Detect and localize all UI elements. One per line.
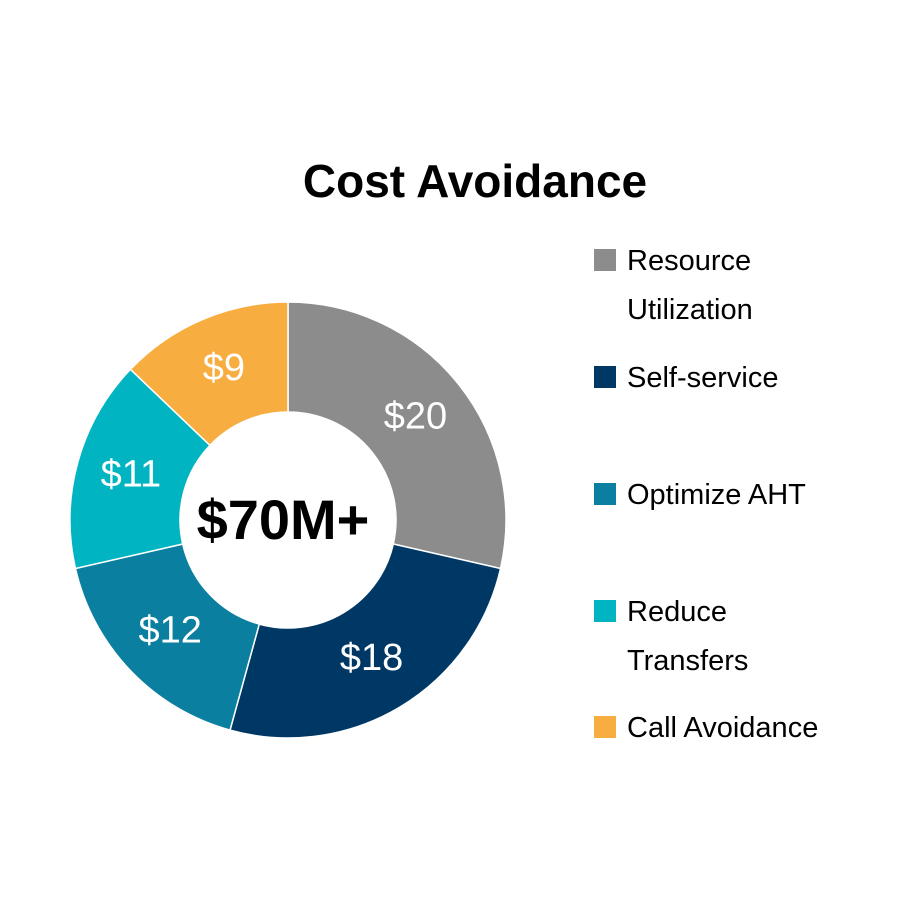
legend-swatch xyxy=(594,366,616,388)
legend-item: Resource Utilization xyxy=(594,237,827,335)
value-label: $9 xyxy=(203,347,245,389)
legend-item: Reduce Transfers xyxy=(594,588,797,686)
legend-item: Call Avoidance xyxy=(594,704,900,753)
donut-slice xyxy=(74,543,261,732)
legend-item: Optimize AHT xyxy=(594,471,900,520)
legend-swatch xyxy=(594,249,616,271)
legend-label: Resource Utilization xyxy=(627,245,753,326)
value-label: $20 xyxy=(384,395,447,437)
chart-title: Cost Avoidance xyxy=(303,155,647,207)
legend-swatch xyxy=(594,600,616,622)
value-label: $12 xyxy=(138,610,201,652)
legend-swatch xyxy=(594,716,616,738)
legend-label: Optimize AHT xyxy=(627,479,806,511)
legend-label: Reduce Transfers xyxy=(627,596,749,677)
donut-slice xyxy=(69,368,211,570)
legend-item: Self-service xyxy=(594,354,900,403)
value-label: $11 xyxy=(101,454,162,496)
donut-slice xyxy=(287,301,507,570)
legend-swatch xyxy=(594,483,616,505)
center-label: $70M+ xyxy=(197,488,370,551)
legend-label: Call Avoidance xyxy=(627,712,819,744)
value-label: $18 xyxy=(340,637,403,679)
donut-slice xyxy=(129,301,289,447)
donut-slice xyxy=(229,543,502,739)
legend-label: Self-service xyxy=(627,362,779,394)
